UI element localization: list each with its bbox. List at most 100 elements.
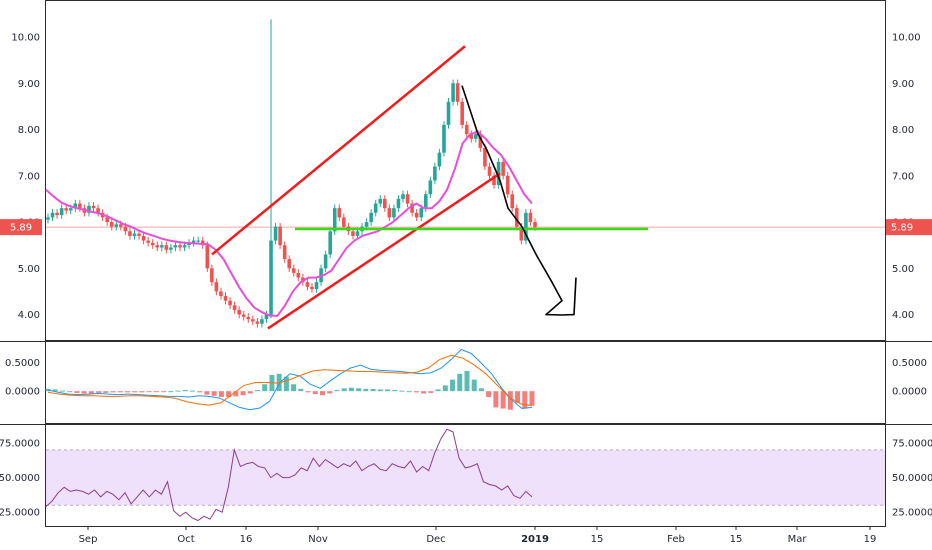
candle-body xyxy=(205,245,210,269)
macd-histogram-bar xyxy=(226,391,232,397)
candle-body xyxy=(419,208,424,218)
candle-body xyxy=(223,296,228,301)
macd-histogram-bar xyxy=(96,391,102,393)
candle-body xyxy=(524,212,528,241)
candle-body xyxy=(351,231,355,236)
price-panel-frame xyxy=(45,0,886,341)
panel-frames xyxy=(0,0,932,527)
drawings xyxy=(211,45,648,330)
candle-body xyxy=(410,203,414,213)
macd-histogram-bar xyxy=(507,391,513,410)
macd xyxy=(45,348,535,411)
candle-body xyxy=(59,208,64,216)
candle-body xyxy=(378,198,383,204)
candle-body xyxy=(314,282,319,290)
candle-body xyxy=(460,101,464,125)
macd-histogram-bar xyxy=(291,384,297,392)
rsi-line xyxy=(45,428,533,522)
macd-histogram-bar xyxy=(450,379,456,392)
candle-body xyxy=(246,316,251,320)
macd-histogram-bar xyxy=(334,390,340,392)
candle-body xyxy=(214,282,219,292)
candle-body xyxy=(64,208,69,211)
macd-histogram-bar xyxy=(88,391,94,394)
candle-body xyxy=(383,198,387,209)
macd-histogram-bar xyxy=(486,391,492,397)
candle-body xyxy=(442,124,446,153)
candle-body xyxy=(433,166,437,181)
candle-body xyxy=(282,245,287,260)
candle-body xyxy=(73,203,78,209)
macd-histogram-bar xyxy=(218,391,224,397)
x-tick-label: 19 xyxy=(864,534,877,545)
x-tick-label: Dec xyxy=(426,534,445,545)
y-tick-left: 5.00 xyxy=(18,264,40,275)
macd-histogram-bar xyxy=(500,391,506,409)
candle-body xyxy=(109,222,114,227)
candle-body xyxy=(323,254,328,269)
moving-average xyxy=(45,130,533,317)
candle-body xyxy=(200,240,205,246)
candle-body xyxy=(446,101,451,125)
y-tick-left: 9.00 xyxy=(18,79,40,90)
candle-body xyxy=(401,194,405,199)
macd-histogram-bar xyxy=(233,391,239,397)
macd-histogram-bar xyxy=(399,390,405,392)
macd-histogram-bar xyxy=(392,390,398,392)
candle-body xyxy=(405,194,410,204)
candle-body xyxy=(464,124,469,135)
y-tick-right: 10.00 xyxy=(892,33,921,44)
y-tick-left: 7.00 xyxy=(18,171,40,182)
macd-histogram-bar xyxy=(428,391,434,393)
macd-histogram-bar xyxy=(370,388,376,392)
macd-histogram-bar xyxy=(298,388,304,392)
y-tick-left: 8.00 xyxy=(18,125,40,136)
x-tick-label: 2019 xyxy=(521,534,549,545)
x-tick-label: Nov xyxy=(308,534,328,545)
candle-body xyxy=(273,226,278,241)
macd-histogram-bar xyxy=(435,389,441,392)
macd-histogram-bar xyxy=(385,389,391,392)
x-tick-label: 16 xyxy=(240,534,253,545)
macd-histogram-bar xyxy=(348,387,354,392)
macd-histogram-bar xyxy=(413,391,419,393)
candle-body xyxy=(137,233,141,236)
candle-body xyxy=(328,231,332,255)
candle-body xyxy=(483,148,487,167)
candle-body xyxy=(164,245,169,250)
price-badge-left: 5.89 xyxy=(10,223,32,234)
candle-body xyxy=(182,245,187,248)
candle-body xyxy=(114,224,119,227)
candle-body xyxy=(278,226,282,246)
candle-body xyxy=(296,272,301,278)
macd-histogram-bar xyxy=(356,388,362,392)
macd-histogram-bar xyxy=(117,391,123,393)
candle-body xyxy=(241,314,246,317)
y-tick-right: 9.00 xyxy=(892,79,914,90)
candle-body xyxy=(123,226,128,232)
candle-body xyxy=(287,259,292,269)
candle-body xyxy=(478,134,483,149)
candle-body xyxy=(414,212,419,218)
candle-body xyxy=(128,231,132,236)
macd-histogram-bar xyxy=(363,388,369,392)
candle-body xyxy=(396,198,401,209)
macd-histogram-bar xyxy=(493,391,499,408)
candle-body xyxy=(342,217,346,227)
tick-labels: 10.0010.009.009.008.008.007.007.006.006.… xyxy=(0,33,932,519)
candle-body xyxy=(119,224,123,227)
candle-body xyxy=(428,180,433,195)
macd-histogram-bar xyxy=(197,391,203,393)
candle-body xyxy=(519,226,524,241)
candle-body xyxy=(269,240,273,315)
y-tick-left: 25.0000 xyxy=(0,508,40,519)
candle-body xyxy=(291,268,296,273)
macd-histogram-bar xyxy=(457,373,463,392)
y-tick-left: 4.00 xyxy=(18,310,40,321)
candle-body xyxy=(369,212,373,223)
ma-line xyxy=(45,130,533,317)
macd-histogram-bar xyxy=(59,390,65,392)
candle-body xyxy=(392,208,396,218)
macd-histogram-bar xyxy=(211,391,217,396)
